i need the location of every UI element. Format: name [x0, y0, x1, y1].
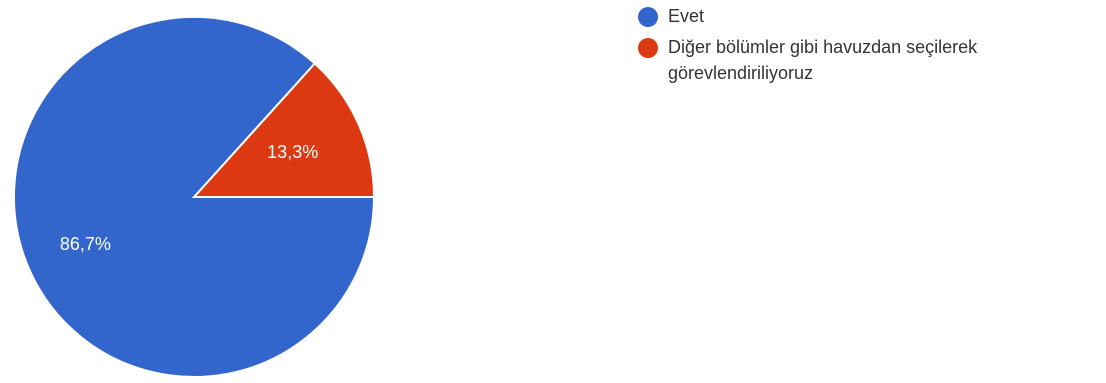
legend-label-evet: Evet: [668, 6, 705, 26]
pie-slice-0[interactable]: [13, 16, 376, 378]
pie-slice-1[interactable]: [191, 62, 376, 198]
legend-swatch-havuz: [638, 38, 658, 58]
slice-label-1: 13,3%: [267, 142, 318, 162]
legend-label-havuz: Diğer bölümler gibi havuzdan seçilerek g…: [668, 37, 978, 83]
legend-item-havuz[interactable]: Diğer bölümler gibi havuzdan seçilerek g…: [638, 37, 1098, 86]
legend-swatch-evet: [638, 7, 658, 27]
legend: Evet Diğer bölümler gibi havuzdan seçile…: [638, 6, 1098, 94]
slice-label-0: 86,7%: [60, 234, 111, 254]
legend-item-evet[interactable]: Evet: [638, 6, 1098, 29]
